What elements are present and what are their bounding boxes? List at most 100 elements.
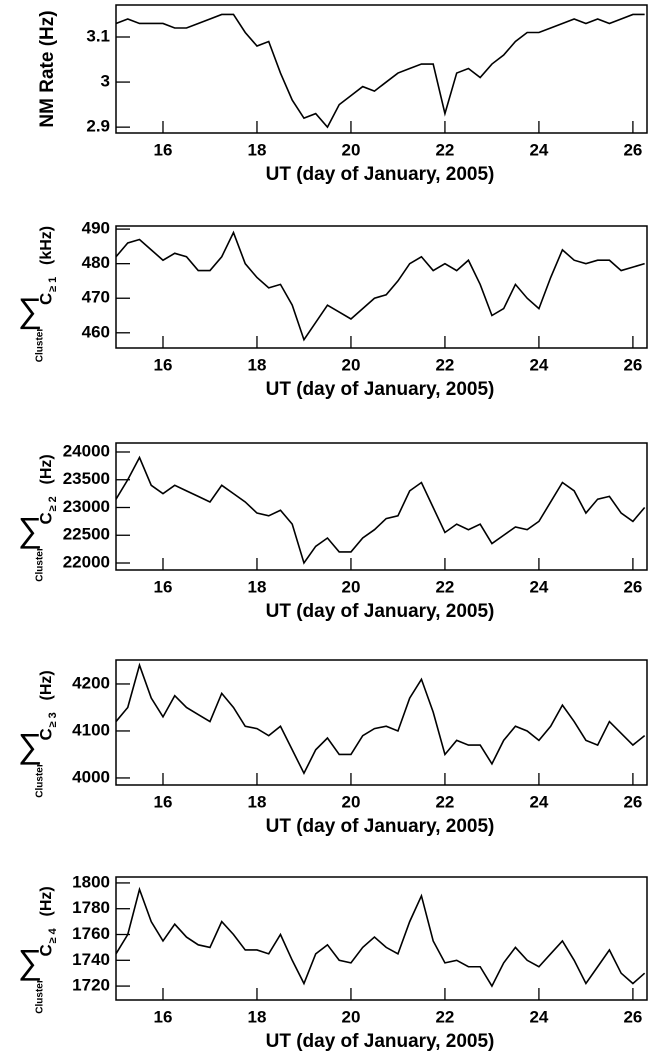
- y-label-symbol: ∑: [18, 292, 42, 330]
- x-tick-label: 16: [154, 577, 173, 596]
- frame: [115, 225, 648, 349]
- plot-area: [116, 13, 645, 129]
- y-label-symbol: ∑: [18, 943, 42, 981]
- x-tick-label: 20: [341, 355, 360, 374]
- y-label-subscript: Cluster: [35, 763, 46, 798]
- y-tick-label: 1740: [72, 950, 110, 969]
- x-tick-label: 24: [529, 792, 548, 811]
- panel: 16 18 20 22 24 26 22000 22500 23000 23500 24000 UT …: [18, 441, 648, 622]
- x-axis-label: UT (day of January, 2005): [266, 1031, 495, 1052]
- panel: 16 18 20 22 24 26 1720 1740 1760 1780 1800 UT (day …: [18, 872, 648, 1052]
- y-tick-label: 4200: [72, 673, 110, 692]
- x-tick-label: 20: [341, 140, 360, 159]
- y-tick-label: 1720: [72, 976, 110, 995]
- x-tick-label: 22: [435, 140, 454, 159]
- y-tick-label: 480: [82, 253, 110, 272]
- data-line: [116, 662, 646, 776]
- y-tick-label: 24000: [63, 441, 110, 460]
- frame: [115, 4, 648, 134]
- y-axis-label: C≥ 2 (Hz): [36, 454, 58, 524]
- y-tick-label: 3.1: [86, 26, 110, 45]
- plot-area: [116, 662, 646, 776]
- y-label-index: ≥ 4: [47, 927, 59, 943]
- x-tick-label: 26: [623, 355, 642, 374]
- y-label-subscript: Cluster: [35, 979, 46, 1014]
- plot-area: [116, 230, 645, 342]
- x-tick-label: 22: [435, 577, 454, 596]
- x-tick-label: 16: [154, 140, 173, 159]
- panel: 16 18 20 22 24 26 2.9 3 3.1 UT (day of January, 2…: [37, 4, 648, 185]
- y-axis-label: C≥ 1 (kHz): [36, 226, 58, 305]
- y-tick-label: 490: [82, 219, 110, 238]
- y-tick-label: 1760: [72, 924, 110, 943]
- data-line: [116, 455, 646, 565]
- y-label-index: ≥ 3: [47, 712, 59, 727]
- frame: [115, 876, 648, 1001]
- y-axis-label: NM Rate (Hz): [37, 10, 58, 127]
- x-tick-label: 18: [248, 577, 267, 596]
- x-tick-label: 26: [623, 577, 642, 596]
- x-tick-label: 22: [435, 792, 454, 811]
- x-axis-label: UT (day of January, 2005): [266, 816, 495, 837]
- y-label-subscript: Cluster: [35, 328, 46, 363]
- y-axis-label: C≥ 4 (Hz): [36, 886, 58, 956]
- frame: [115, 659, 648, 786]
- x-tick-label: 26: [623, 1007, 642, 1026]
- y-label-subscript: Cluster: [35, 547, 46, 582]
- x-axis-label: UT (day of January, 2005): [266, 164, 495, 185]
- y-label-main: C: [36, 293, 55, 305]
- y-label-index: ≥ 2: [47, 496, 59, 511]
- y-label-main: C: [36, 512, 55, 524]
- x-tick-label: 22: [435, 355, 454, 374]
- x-tick-label: 26: [623, 792, 642, 811]
- y-label-unit: (Hz): [38, 886, 55, 916]
- y-tick-label: 3: [101, 72, 110, 91]
- x-tick-label: 20: [341, 1007, 360, 1026]
- y-tick-label: 470: [82, 288, 110, 307]
- y-tick-label: 22000: [63, 552, 110, 571]
- x-tick-label: 20: [341, 577, 360, 596]
- y-tick-label: 1800: [72, 872, 110, 891]
- x-tick-label: 24: [529, 140, 548, 159]
- y-axis-label: C≥ 3 (Hz): [36, 670, 58, 740]
- x-tick-label: 18: [248, 1007, 267, 1026]
- y-label-unit: (Hz): [38, 670, 55, 700]
- panel: 16 18 20 22 24 26 4000 4100 4200 UT (day of Janua…: [18, 659, 648, 837]
- data-line: [116, 886, 646, 988]
- data-line: [116, 230, 645, 342]
- x-tick-label: 22: [435, 1007, 454, 1026]
- y-label-symbol: ∑: [18, 511, 42, 549]
- x-axis-label: UT (day of January, 2005): [266, 601, 495, 622]
- y-label-symbol: ∑: [18, 727, 42, 765]
- y-label-unit: (kHz): [38, 226, 55, 265]
- y-tick-label: 4000: [72, 767, 110, 786]
- y-tick-label: 23500: [63, 469, 110, 488]
- x-tick-label: 24: [529, 1007, 548, 1026]
- x-tick-label: 24: [529, 577, 548, 596]
- x-tick-label: 16: [154, 1007, 173, 1026]
- frame: [115, 442, 648, 571]
- x-axis-label: UT (day of January, 2005): [266, 379, 495, 400]
- y-tick-label: 23000: [63, 497, 110, 516]
- plot-area: [116, 455, 646, 565]
- x-tick-label: 18: [248, 140, 267, 159]
- y-tick-label: 460: [82, 322, 110, 341]
- data-line: [116, 13, 645, 129]
- y-label-main: C: [36, 944, 55, 956]
- x-tick-label: 26: [623, 140, 642, 159]
- x-tick-label: 16: [154, 355, 173, 374]
- panel: 16 18 20 22 24 26 460 470 480 490 UT (day of Janua…: [18, 219, 648, 400]
- x-tick-label: 18: [248, 792, 267, 811]
- x-tick-label: 16: [154, 792, 173, 811]
- y-tick-label: 1780: [72, 898, 110, 917]
- y-label-main: C: [36, 728, 55, 740]
- y-tick-label: 4100: [72, 720, 110, 739]
- y-tick-label: 2.9: [86, 117, 110, 136]
- x-tick-label: 18: [248, 355, 267, 374]
- y-label-index: ≥ 1: [47, 277, 59, 292]
- y-label-unit: (Hz): [38, 454, 55, 484]
- y-tick-label: 22500: [63, 525, 110, 544]
- plot-area: [116, 886, 646, 988]
- x-tick-label: 24: [529, 355, 548, 374]
